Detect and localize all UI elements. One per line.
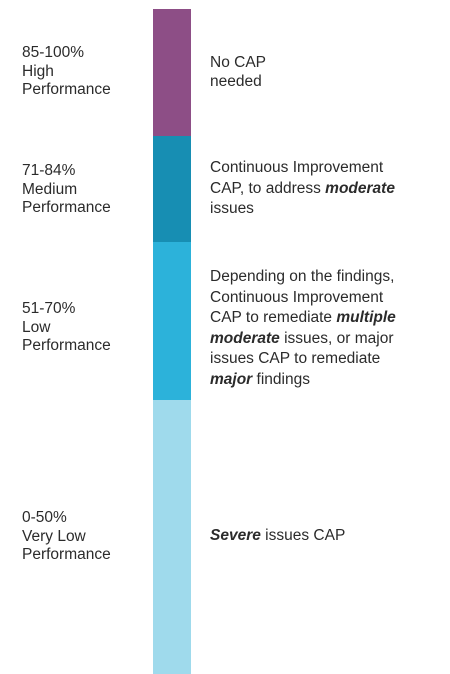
tier-description-medium: Continuous Improvement CAP, to address m… [210, 159, 395, 217]
tier-bar-low [153, 242, 191, 400]
emphasis-moderate: moderate [325, 179, 395, 197]
emphasis-severe: Severe [210, 527, 261, 544]
tier-category: Performance [22, 199, 111, 216]
emphasis-major: major [210, 370, 253, 388]
tier-label-low: 51-70% Low Performance [22, 300, 148, 356]
tier-level: Very Low [22, 527, 86, 545]
tier-label-very-low: 0-50% Very Low Performance [22, 509, 148, 565]
tier-bar-high [153, 9, 191, 136]
tier-level: Low [22, 318, 51, 336]
tier-label-medium: 71-84% Medium Performance [22, 162, 148, 218]
tier-level: Medium [22, 180, 78, 198]
tier-bar-very-low [153, 400, 191, 674]
tier-range: 51-70% [22, 300, 76, 317]
tier-label-high: 85-100% High Performance [22, 44, 148, 100]
tier-category: Performance [22, 337, 111, 354]
tier-description-very-low: Severe issues CAP [210, 527, 346, 544]
tier-range: 71-84% [22, 162, 76, 179]
emphasis-multiple: multiple [336, 309, 396, 326]
emphasis-moderate: moderate [210, 329, 280, 347]
tier-description-high: No CAP needed [210, 54, 266, 90]
tier-range: 0-50% [22, 509, 67, 526]
tier-bar-medium [153, 136, 191, 242]
tier-range: 85-100% [22, 44, 85, 61]
tier-category: Performance [22, 546, 111, 563]
tier-category: Performance [22, 81, 111, 98]
tier-level: High [22, 62, 54, 80]
tier-description-low: Depending on the findings, Continuous Im… [210, 268, 396, 388]
